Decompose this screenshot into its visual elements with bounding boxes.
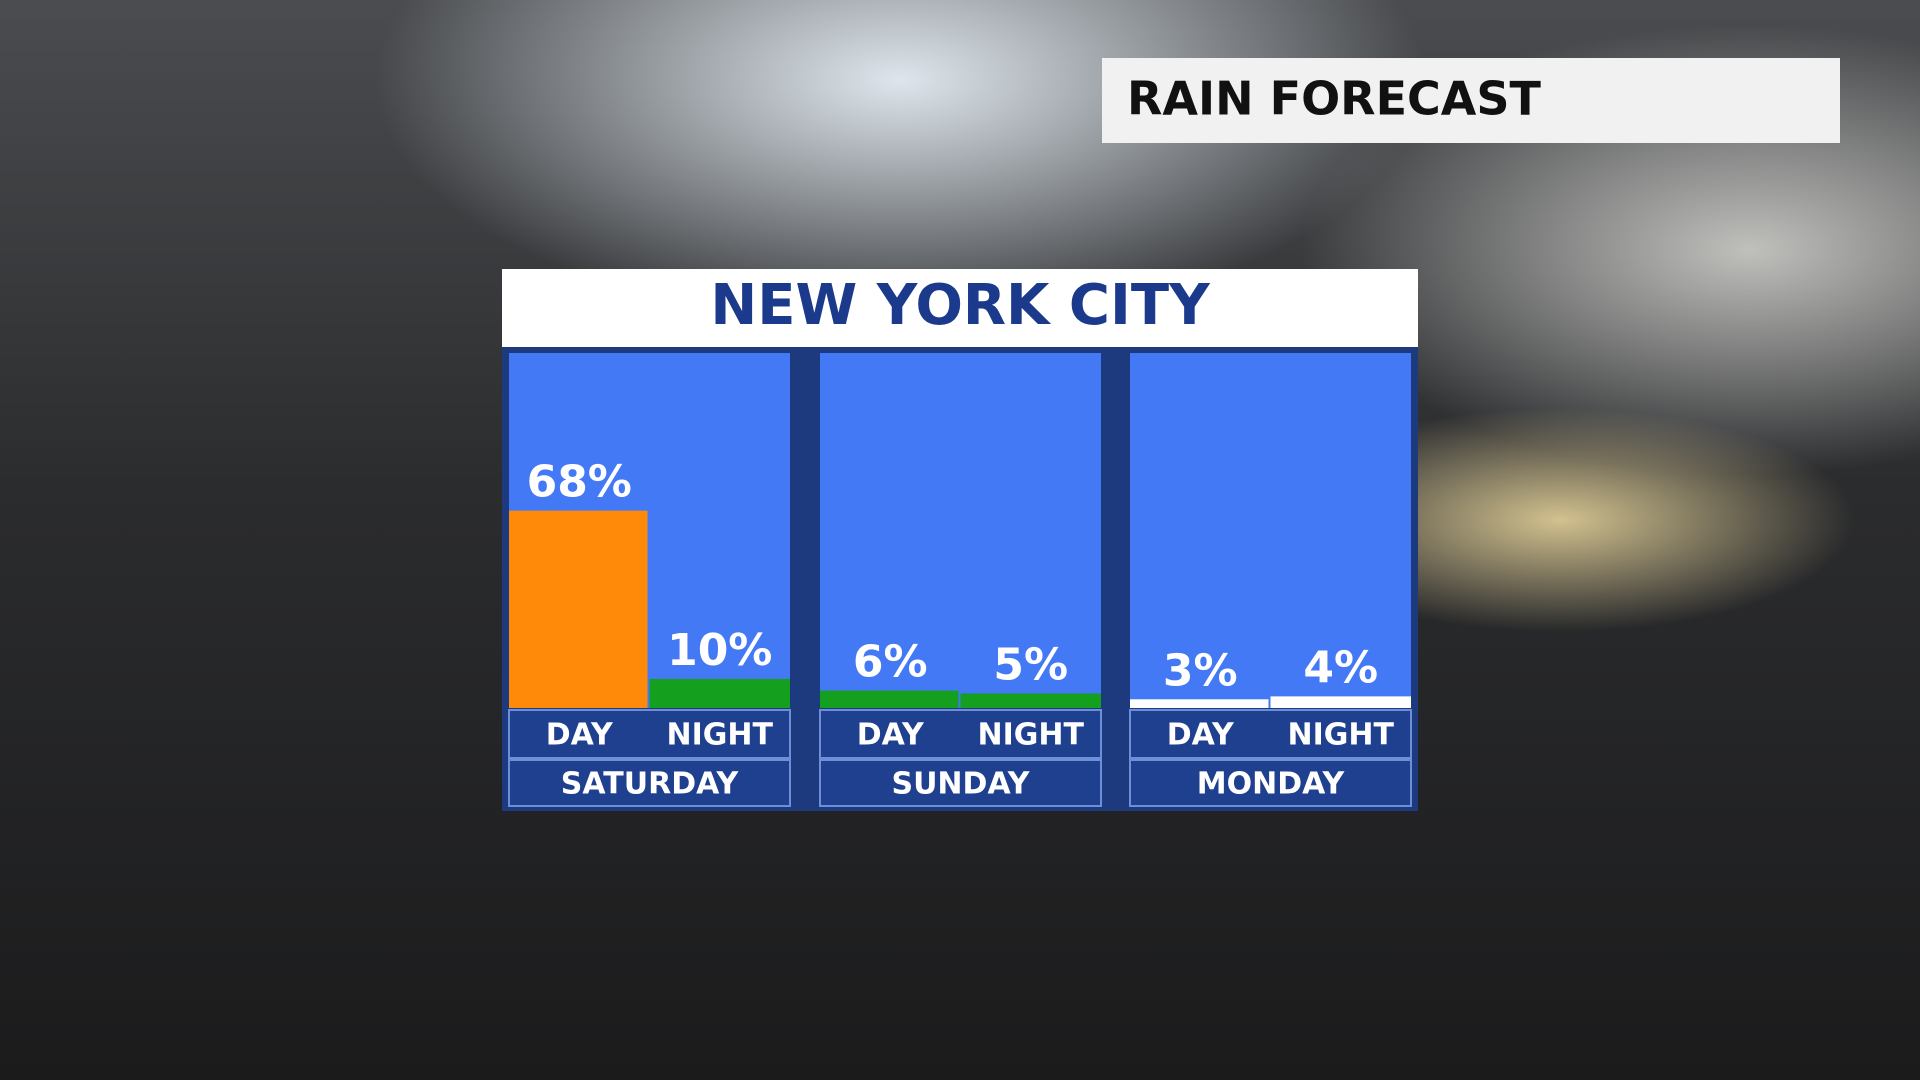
day-label: SATURDAY: [561, 767, 740, 802]
bar: [1270, 696, 1411, 708]
panel: [1130, 353, 1411, 708]
series-label: NIGHT: [1288, 718, 1395, 753]
day-row: [508, 759, 791, 807]
bar: [1130, 699, 1269, 708]
title-box: [502, 269, 1418, 347]
label-row: [508, 709, 791, 759]
header-box: [1102, 58, 1840, 143]
series-label: NIGHT: [978, 718, 1085, 753]
series-label: DAY: [1167, 718, 1235, 753]
series-label: DAY: [857, 718, 925, 753]
panel: [820, 353, 1101, 708]
day-label: MONDAY: [1197, 767, 1346, 802]
value-label: 4%: [1303, 642, 1378, 693]
bar: [960, 693, 1101, 708]
bar: [649, 678, 790, 708]
value-label: 6%: [853, 637, 928, 688]
value-label: 10%: [667, 625, 772, 676]
value-label: 3%: [1163, 645, 1238, 696]
chart-title: NEW YORK CITY: [710, 273, 1211, 338]
label-row: [819, 709, 1102, 759]
value-label: 68%: [527, 457, 632, 508]
value-label: 5%: [993, 639, 1068, 690]
day-row: [819, 759, 1102, 807]
day-label: SUNDAY: [891, 767, 1030, 802]
label-row: [1129, 709, 1412, 759]
bar: [509, 510, 648, 708]
header-title: RAIN FORECAST: [1127, 72, 1542, 126]
bar: [820, 690, 959, 708]
day-row: [1129, 759, 1412, 807]
series-label: DAY: [546, 718, 614, 753]
series-label: NIGHT: [667, 718, 774, 753]
